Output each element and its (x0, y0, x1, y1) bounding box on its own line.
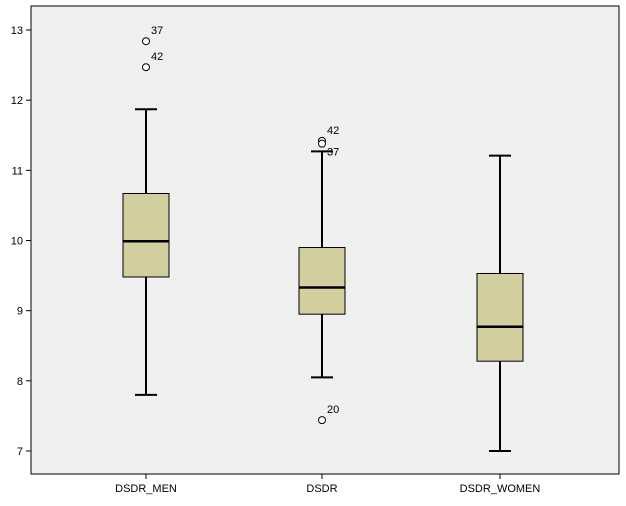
outlier-point (142, 63, 150, 72)
boxes: 37 42 42 37 20 (122, 25, 524, 452)
y-tick-label-9: 9 (17, 306, 23, 318)
box-dsdr-men: 37 42 (122, 25, 170, 396)
y-tick-label-13: 13 (11, 25, 23, 37)
y-tick-label-10: 10 (11, 236, 23, 248)
y-tick-label-8: 8 (17, 376, 23, 388)
iqr-box (122, 192, 170, 278)
iqr-box (476, 272, 524, 362)
iqr-box (298, 247, 346, 315)
outlier-point (318, 139, 326, 148)
outlier-point (142, 37, 150, 46)
outlier-label: 37 (327, 147, 339, 159)
box-dsdr: 42 37 20 (298, 125, 346, 425)
y-tick-label-7: 7 (17, 446, 23, 458)
outlier-label: 20 (327, 404, 339, 416)
x-tick-label-dsdr: DSDR (306, 483, 337, 495)
plot-background (30, 5, 620, 475)
y-tick-label-11: 11 (12, 165, 23, 177)
outlier-point (318, 416, 326, 425)
y-tick-label-12: 12 (11, 95, 23, 107)
y-axis: 7 8 9 10 11 12 13 (11, 25, 31, 458)
box-dsdr-women (476, 154, 524, 452)
outlier-label: 42 (151, 51, 163, 63)
outlier-label: 42 (327, 125, 339, 137)
x-tick-label-dsdr_men: DSDR_MEN (115, 483, 177, 495)
x-tick-label-dsdr_women: DSDR_WOMEN (460, 483, 541, 495)
x-axis: DSDR_MEN DSDR DSDR_WOMEN (115, 474, 540, 495)
outlier-label: 37 (151, 25, 163, 37)
